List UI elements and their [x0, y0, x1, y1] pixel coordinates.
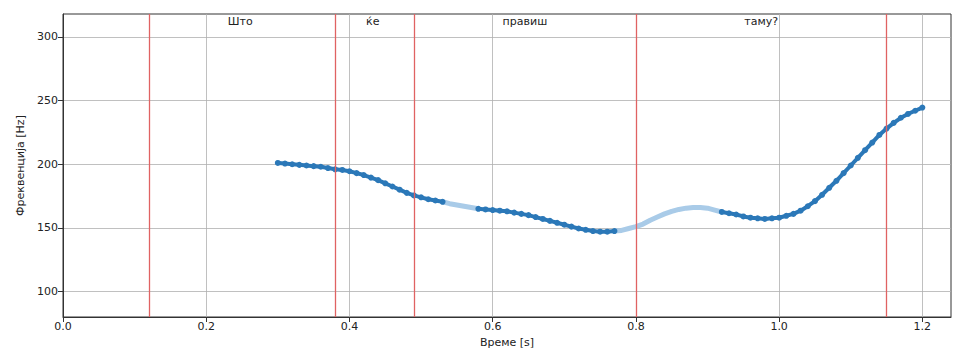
svg-text:таму?: таму?: [744, 15, 778, 28]
svg-text:Што: Што: [228, 15, 253, 28]
svg-text:Време [s]: Време [s]: [480, 336, 534, 349]
svg-text:0.0: 0.0: [54, 320, 72, 333]
svg-text:правиш: правиш: [503, 15, 548, 28]
svg-text:200: 200: [37, 158, 58, 171]
svg-text:150: 150: [37, 221, 58, 234]
svg-text:100: 100: [37, 285, 58, 298]
svg-text:250: 250: [37, 94, 58, 107]
svg-text:0.8: 0.8: [627, 320, 645, 333]
svg-text:1.2: 1.2: [914, 320, 932, 333]
svg-text:300: 300: [37, 30, 58, 43]
svg-text:Фреквенција [Hz]: Фреквенција [Hz]: [14, 115, 27, 216]
svg-text:ќе: ќе: [366, 15, 380, 28]
svg-text:0.2: 0.2: [197, 320, 215, 333]
svg-text:0.6: 0.6: [484, 320, 502, 333]
svg-text:0.4: 0.4: [341, 320, 359, 333]
svg-text:1.0: 1.0: [770, 320, 788, 333]
